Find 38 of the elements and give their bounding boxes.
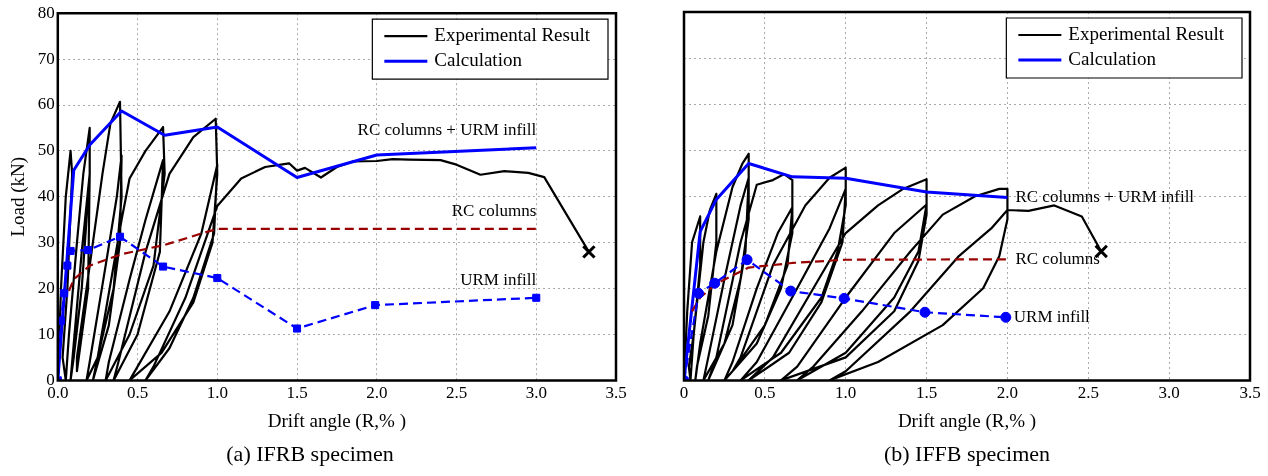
y-tick-label: 80 (37, 2, 55, 22)
x-tick-label: 3.5 (1239, 383, 1261, 403)
annotation: RC columns + URM infill (1015, 187, 1195, 207)
x-tick-label: 0.5 (754, 383, 776, 403)
y-tick-label: 20 (37, 278, 55, 298)
y-tick-label: 60 (37, 94, 55, 114)
x-tick-label: 2.0 (996, 383, 1019, 403)
x-tick-label: 2.0 (366, 383, 388, 403)
x-axis-title: Drift angle (R,% ) (267, 410, 407, 433)
y-tick-label: 50 (37, 140, 55, 160)
legend-label: Experimental Result (1068, 22, 1225, 44)
legend-label: Calculation (434, 49, 523, 71)
x-tick-label: 1.0 (206, 383, 228, 403)
y-tick-label: 70 (37, 48, 55, 68)
annotation: URM infill (460, 270, 537, 290)
x-tick-label: 3.5 (605, 383, 627, 403)
y-tick-label: 10 (37, 323, 55, 343)
y-tick-label: 30 (37, 232, 55, 252)
x-tick-label: 2.5 (1077, 383, 1099, 403)
x-tick-label: 1.5 (915, 383, 938, 403)
x-tick-label: 1.5 (286, 383, 308, 403)
text: (a) IFRB specimen (226, 440, 394, 466)
x-tick-label: 2.5 (445, 383, 468, 403)
annotation: URM infill (1013, 306, 1091, 326)
x-axis-title: Drift angle (R,% ) (897, 410, 1037, 433)
legend-label: Calculation (1068, 47, 1157, 69)
text: (b) IFFB specimen (883, 440, 1051, 466)
x-tick-label: 3.0 (525, 383, 547, 403)
legend-label: Experimental Result (434, 24, 591, 46)
x-tick-label: 0 (679, 383, 689, 403)
x-tick-label: 1.0 (835, 383, 857, 403)
annotation: RC columns (1015, 248, 1100, 268)
y-axis-title: Load (kN) (7, 156, 30, 237)
y-tick-label: 40 (37, 186, 55, 206)
annotation: RC columns (451, 201, 537, 221)
annotation: RC columns + URM infill (357, 120, 537, 140)
x-tick-label: 0.5 (126, 383, 149, 403)
x-tick-label: 3.0 (1158, 383, 1180, 403)
